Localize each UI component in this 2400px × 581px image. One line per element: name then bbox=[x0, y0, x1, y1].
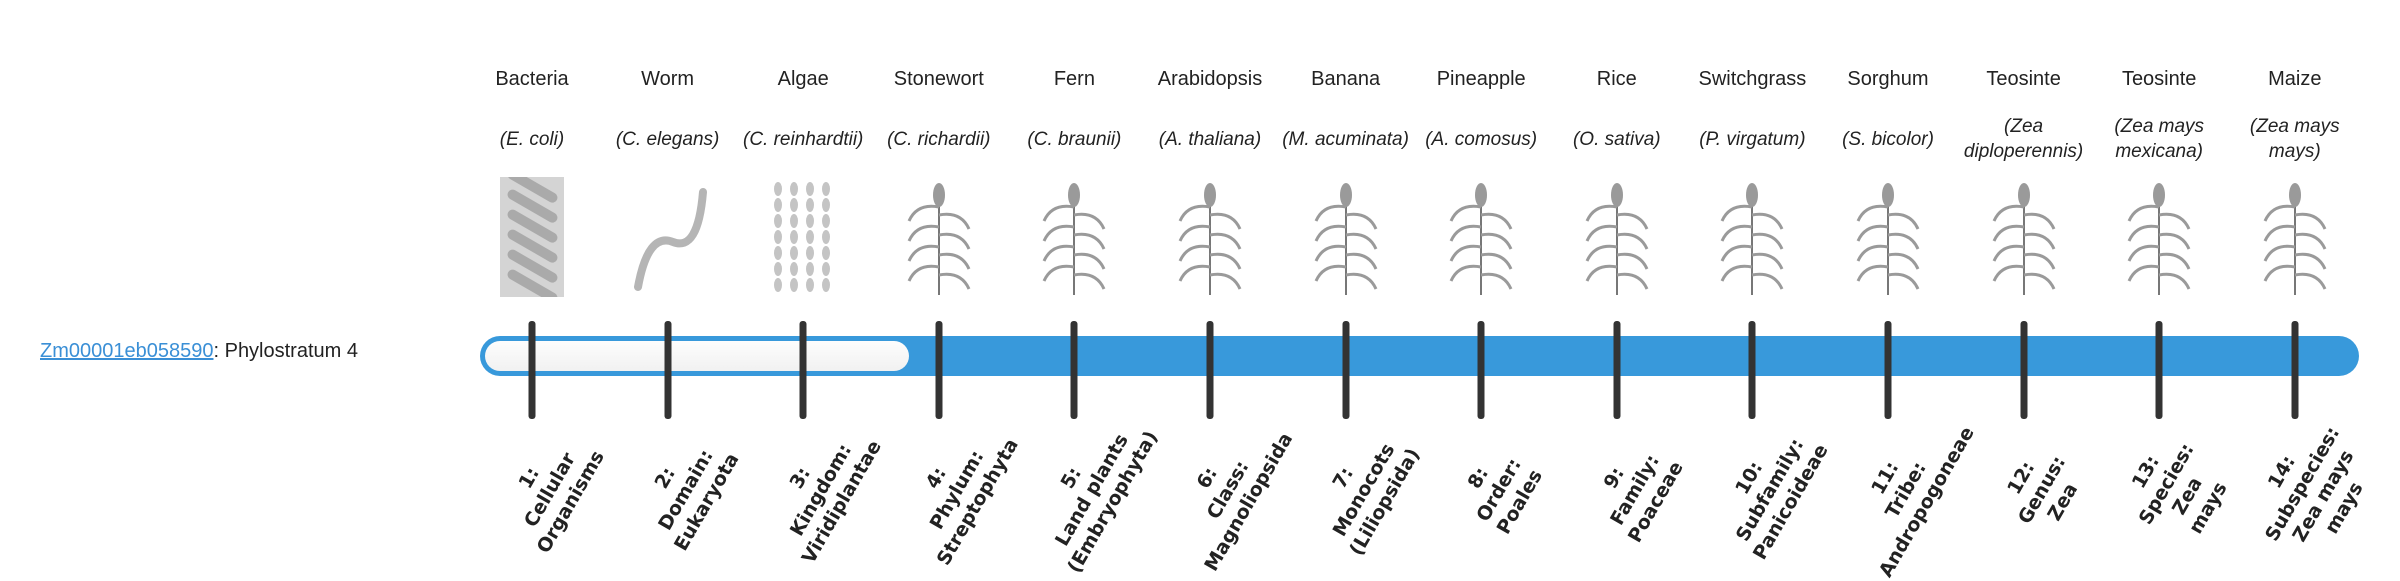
stratum-tick bbox=[1206, 321, 1214, 419]
organism-species: (P. virgatum) bbox=[1684, 112, 1820, 166]
arabidopsis-icon bbox=[1142, 175, 1278, 297]
organism-name: Bacteria bbox=[495, 68, 569, 90]
organism-species: (Zea diploperennis) bbox=[1956, 112, 2092, 166]
stratum-label: 2: Domain: Eukaryota bbox=[650, 445, 744, 555]
stratum-label: 12: Genus: Zea bbox=[2002, 452, 2082, 528]
banana-icon bbox=[1278, 175, 1414, 297]
stratum-label: 4: Phylum: Streptophyta bbox=[921, 434, 1023, 570]
stratum-label: 13: Species: Zea mays bbox=[2127, 439, 2232, 538]
species-text: (Zea mays mexicana) bbox=[2114, 116, 2205, 162]
stratum-label: 6: Class: Magnoliopsida bbox=[1192, 429, 1298, 575]
organism-name: Worm bbox=[641, 68, 695, 90]
stratum-tick bbox=[935, 321, 943, 419]
phylostratum-bar bbox=[480, 336, 2359, 376]
species-text: (S. bicolor) bbox=[1842, 128, 1934, 150]
species-text: (P. virgatum) bbox=[1699, 128, 1806, 150]
organism-name: Banana bbox=[1311, 68, 1381, 90]
stratum-label: 7: Monocots (Liliopsida) bbox=[1328, 439, 1424, 560]
pineapple-icon bbox=[1413, 175, 1549, 297]
organism-name: Arabidopsis bbox=[1157, 68, 1263, 90]
organism-name: Pineapple bbox=[1436, 68, 1526, 90]
organism-species: (C. elegans) bbox=[600, 112, 736, 166]
stratum-label: 11: Tribe: Andropogoneae bbox=[1867, 423, 1979, 581]
species-text: (A. thaliana) bbox=[1158, 128, 1262, 150]
gene-label: Zm00001eb058590: Phylostratum 4 bbox=[40, 340, 358, 363]
stratum-label: 8: Order: Poales bbox=[1463, 454, 1548, 539]
organism-name: Maize bbox=[2268, 68, 2322, 90]
teosinte-mexicana-icon bbox=[2091, 175, 2227, 297]
stratum-label: 9: Family: Poaceae bbox=[1599, 450, 1688, 547]
stratum-label: 14: Subspecies: Zea mays mays bbox=[2260, 422, 2368, 546]
stratum-tick bbox=[1613, 321, 1621, 419]
stratum-tick bbox=[1342, 321, 1350, 419]
organism-species: (E. coli) bbox=[464, 112, 600, 166]
species-text: (C. reinhardtii) bbox=[743, 128, 864, 150]
stratum-tick bbox=[528, 321, 536, 419]
organism-species: (S. bicolor) bbox=[1820, 112, 1956, 166]
organism-species: (C. braunii) bbox=[1006, 112, 1142, 166]
stratum-tick bbox=[1070, 321, 1078, 419]
species-text: (Zea diploperennis) bbox=[1963, 116, 2084, 162]
organism-name: Teosinte bbox=[1986, 68, 2061, 90]
species-text: (M. acuminata) bbox=[1282, 128, 1409, 150]
stratum-tick bbox=[1884, 321, 1892, 419]
organism-name: Stonewort bbox=[893, 68, 984, 90]
bar-unfilled-segment bbox=[485, 341, 909, 371]
stratum-label: 10: Subfamily: Panicoideae bbox=[1731, 434, 1834, 564]
organism-species: (Zea mays mexicana) bbox=[2091, 112, 2227, 166]
organism-species: (O. sativa) bbox=[1549, 112, 1685, 166]
stratum-tick bbox=[2020, 321, 2028, 419]
organism-name: Sorghum bbox=[1847, 68, 1929, 90]
stratum-label: 1: Cellular Organisms bbox=[514, 446, 609, 558]
stratum-tick bbox=[2291, 321, 2299, 419]
species-text: (C. braunii) bbox=[1027, 128, 1122, 150]
stonewort-icon bbox=[871, 175, 1007, 297]
species-text: (C. richardii) bbox=[887, 128, 991, 150]
worm-icon bbox=[600, 175, 736, 297]
organism-species: (Zea mays mays) bbox=[2227, 112, 2363, 166]
organism-species: (A. thaliana) bbox=[1142, 112, 1278, 166]
teosinte-icon bbox=[1956, 175, 2092, 297]
fern-icon bbox=[1006, 175, 1142, 297]
species-text: (Zea mays mays) bbox=[2249, 116, 2340, 162]
rice-icon bbox=[1549, 175, 1685, 297]
maize-icon bbox=[2227, 175, 2363, 297]
organism-name: Algae bbox=[777, 68, 829, 90]
stratum-label: 5: Land plants (Embryophyta) bbox=[1051, 427, 1163, 577]
organism-species: (C. richardii) bbox=[871, 112, 1007, 166]
species-text: (O. sativa) bbox=[1572, 128, 1661, 150]
switchgrass-icon bbox=[1684, 175, 1820, 297]
stratum-tick bbox=[1748, 321, 1756, 419]
organism-name: Teosinte bbox=[2121, 68, 2197, 90]
species-text: (A. comosus) bbox=[1425, 128, 1538, 150]
sorghum-icon bbox=[1820, 175, 1956, 297]
stratum-tick bbox=[799, 321, 807, 419]
organism-species: (M. acuminata) bbox=[1278, 112, 1414, 166]
stratum-tick bbox=[664, 321, 672, 419]
phylostratum-text: : Phylostratum 4 bbox=[213, 340, 358, 362]
stratum-label: 3: Kingdom: Viridiplantae bbox=[785, 436, 887, 568]
bacteria-icon bbox=[464, 175, 600, 297]
organism-name: Fern bbox=[1053, 68, 1095, 90]
organism-species: (C. reinhardtii) bbox=[735, 112, 871, 166]
algae-icon bbox=[735, 175, 871, 297]
gene-link[interactable]: Zm00001eb058590 bbox=[40, 340, 214, 362]
organism-species: (A. comosus) bbox=[1413, 112, 1549, 166]
organism-name: Switchgrass bbox=[1698, 68, 1807, 90]
species-text: (E. coli) bbox=[499, 128, 565, 150]
species-text: (C. elegans) bbox=[615, 128, 720, 150]
organism-name: Rice bbox=[1596, 68, 1637, 90]
stratum-tick bbox=[1477, 321, 1485, 419]
stratum-tick bbox=[2155, 321, 2163, 419]
